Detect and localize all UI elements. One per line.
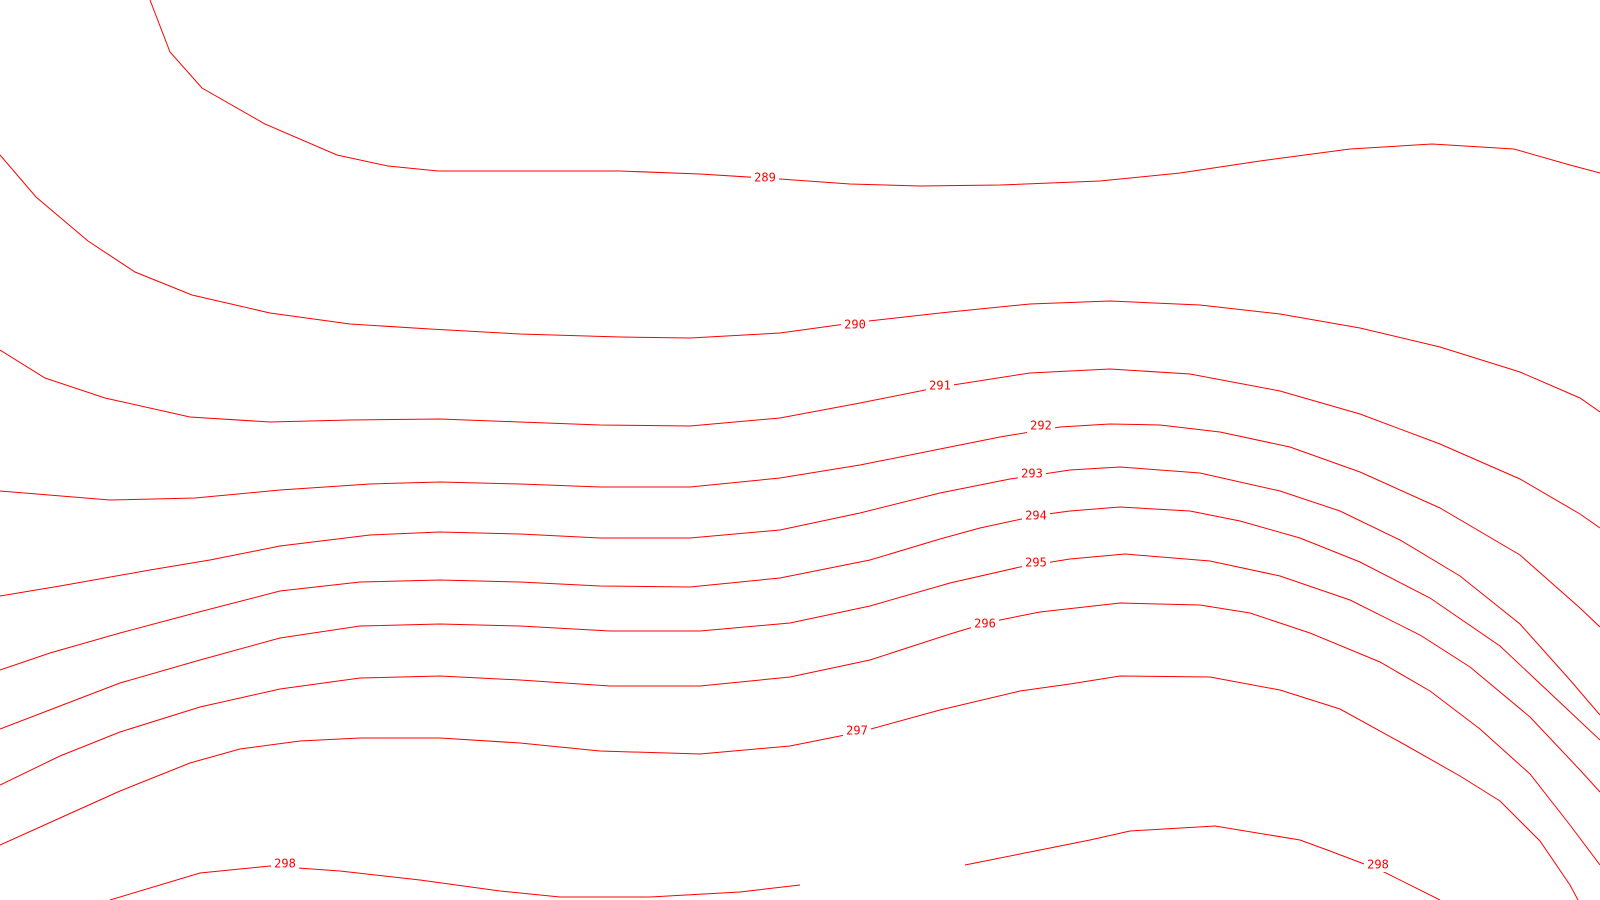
contour-298-west-label-bg: [271, 857, 299, 871]
contour-292-line: [0, 423, 1600, 628]
contour-298-east-label: 298: [1367, 858, 1389, 872]
contour-289-line: [149, 0, 1600, 187]
contour-297-label: 297: [846, 724, 868, 738]
contour-292-label-bg: [1027, 419, 1055, 433]
contour-289-label-bg: [751, 171, 779, 185]
contour-290-line: [0, 154, 1600, 413]
contour-297-line: [0, 675, 1579, 900]
contour-294-label-bg: [1022, 509, 1050, 523]
contour-294-label: 294: [1025, 509, 1047, 523]
contour-297-label-bg: [843, 724, 871, 738]
contour-298-east-line: [964, 825, 1441, 900]
contour-291-label-bg: [926, 379, 954, 393]
contour-293-line: [0, 466, 1600, 716]
contour-293-label: 293: [1021, 467, 1043, 481]
contour-291-label: 291: [929, 379, 951, 393]
contour-296-label-bg: [971, 617, 999, 631]
contour-295-label: 295: [1025, 556, 1047, 570]
contour-290-label-bg: [841, 318, 869, 332]
contour-295-label-bg: [1022, 556, 1050, 570]
contour-293-label-bg: [1018, 467, 1046, 481]
contour-labels: 289 290 291 292 293 294 295 296 297 298 298: [271, 171, 1392, 872]
contour-291-line: [0, 349, 1600, 529]
contour-292-label: 292: [1030, 419, 1052, 433]
contour-296-line: [0, 602, 1600, 866]
contour-298-west-label: 298: [274, 857, 296, 871]
contour-294-line: [0, 506, 1600, 741]
contour-289-label: 289: [754, 171, 776, 185]
contour-298-east-label-bg: [1364, 858, 1392, 872]
contour-296-label: 296: [974, 617, 996, 631]
contour-298-west-line: [109, 865, 801, 900]
contour-290-label: 290: [844, 318, 866, 332]
contour-295-line: [0, 553, 1600, 793]
